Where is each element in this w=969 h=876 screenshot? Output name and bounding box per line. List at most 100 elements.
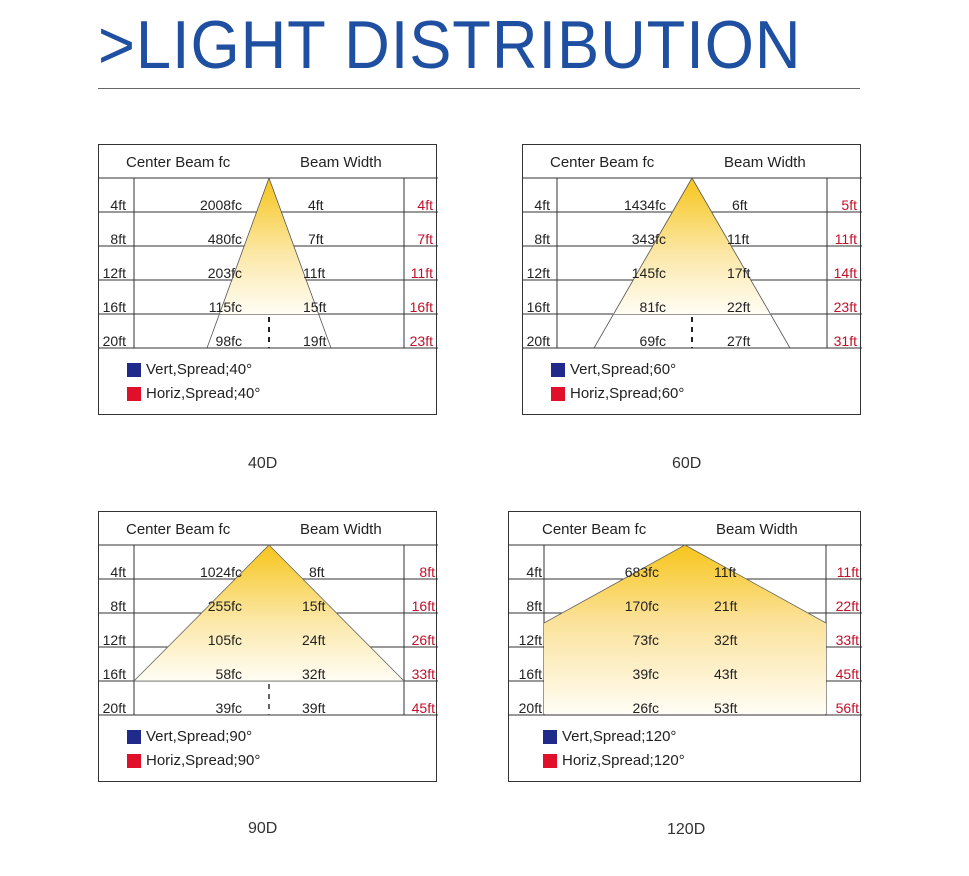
header-beam-width: Beam Width — [716, 521, 798, 538]
center-beam-value: 39fc — [215, 700, 242, 716]
horiz-color-swatch — [551, 386, 565, 401]
title-divider — [98, 88, 860, 89]
chart-caption-60d: 60D — [672, 455, 702, 472]
distance-label: 4ft — [534, 197, 550, 213]
horiz-width-value: 7ft — [417, 231, 433, 247]
legend-horiz-label: Horiz,Spread;40° — [146, 385, 261, 402]
beam-width-value: 11ft — [727, 231, 750, 247]
center-beam-value: 255fc — [207, 598, 242, 614]
distance-label: 8ft — [110, 598, 126, 614]
beam-cone-diagram — [99, 544, 438, 716]
distance-label: 20ft — [102, 700, 126, 716]
beam-width-value: 11ft — [303, 265, 326, 281]
header-center-beam: Center Beam fc — [126, 521, 231, 538]
vert-color-swatch — [543, 729, 557, 744]
beam-width-value: 21ft — [714, 598, 738, 614]
center-beam-value: 480fc — [207, 231, 242, 247]
legend-vert-label: Vert,Spread;90° — [146, 728, 253, 745]
horiz-color-swatch — [127, 753, 141, 768]
distribution-chart-40d: Center Beam fc Beam Width 4ft 2008fc 4ft… — [98, 144, 438, 415]
beam-width-value: 43ft — [714, 666, 738, 682]
beam-width-value: 4ft — [308, 197, 324, 213]
legend-horiz: Horiz,Spread;60° — [551, 385, 684, 402]
beam-width-value: 11ft — [714, 564, 737, 580]
horiz-width-value: 26ft — [411, 632, 435, 648]
chart-caption-90d: 90D — [248, 820, 278, 837]
horiz-width-value: 11ft — [834, 231, 857, 247]
distribution-chart-60d: Center Beam fc Beam Width 4ft 1434fc 6ft… — [522, 144, 862, 415]
horiz-width-value: 22ft — [835, 598, 859, 614]
center-beam-value: 69fc — [639, 333, 666, 349]
distribution-chart-90d: Center Beam fc Beam Width 4ft 1024fc 8ft… — [98, 511, 438, 782]
horiz-width-value: 33ft — [411, 666, 435, 682]
center-beam-value: 73fc — [632, 632, 659, 648]
horiz-width-value: 23ft — [409, 333, 433, 349]
beam-width-value: 53ft — [714, 700, 738, 716]
horiz-color-swatch — [127, 386, 141, 401]
beam-width-value: 6ft — [732, 197, 748, 213]
beam-width-value: 15ft — [302, 598, 326, 614]
distance-label: 4ft — [110, 197, 126, 213]
chart-caption-40d: 40D — [248, 455, 278, 472]
beam-width-value: 24ft — [302, 632, 326, 648]
distance-label: 12ft — [518, 632, 542, 648]
distance-label: 16ft — [102, 299, 126, 315]
legend-vert: Vert,Spread;40° — [127, 361, 252, 378]
beam-width-value: 39ft — [302, 700, 326, 716]
center-beam-value: 170fc — [624, 598, 659, 614]
beam-cone-diagram — [523, 177, 862, 349]
beam-width-value: 32ft — [302, 666, 326, 682]
page-title: >LIGHT DISTRIBUTION — [98, 7, 802, 83]
center-beam-value: 1434fc — [623, 197, 666, 213]
header-beam-width: Beam Width — [724, 154, 806, 171]
beam-cone-diagram — [99, 177, 438, 349]
distance-label: 8ft — [534, 231, 550, 247]
header-beam-width: Beam Width — [300, 154, 382, 171]
distance-label: 12ft — [102, 632, 126, 648]
legend-horiz-label: Horiz,Spread;90° — [146, 752, 261, 769]
horiz-width-value: 11ft — [410, 265, 433, 281]
legend-vert: Vert,Spread;90° — [127, 728, 252, 745]
distance-label: 8ft — [526, 598, 542, 614]
header-center-beam: Center Beam fc — [550, 154, 655, 171]
horiz-color-swatch — [543, 753, 557, 768]
legend-vert: Vert,Spread;60° — [551, 361, 676, 378]
center-beam-value: 115fc — [208, 299, 242, 315]
center-beam-value: 145fc — [631, 265, 666, 281]
legend-horiz-label: Horiz,Spread;120° — [562, 752, 685, 769]
distance-label: 8ft — [110, 231, 126, 247]
horiz-width-value: 33ft — [835, 632, 859, 648]
center-beam-value: 26fc — [632, 700, 659, 716]
legend-vert-label: Vert,Spread;120° — [562, 728, 677, 745]
header-beam-width: Beam Width — [300, 521, 382, 538]
beam-width-value: 22ft — [727, 299, 751, 315]
beam-width-value: 17ft — [727, 265, 751, 281]
center-beam-value: 683fc — [624, 564, 659, 580]
beam-width-value: 32ft — [714, 632, 738, 648]
distance-label: 20ft — [102, 333, 126, 349]
center-beam-value: 1024fc — [199, 564, 242, 580]
center-beam-value: 58fc — [215, 666, 242, 682]
legend-vert-label: Vert,Spread;40° — [146, 361, 253, 378]
horiz-width-value: 31ft — [833, 333, 857, 349]
horiz-width-value: 45ft — [411, 700, 435, 716]
header-center-beam: Center Beam fc — [126, 154, 231, 171]
distribution-chart-120d: Center Beam fc Beam Width 4ft 683fc 11ft… — [508, 511, 862, 782]
legend-vert-label: Vert,Spread;60° — [570, 361, 677, 378]
horiz-width-value: 23ft — [833, 299, 857, 315]
chart-caption-120d: 120D — [667, 821, 706, 838]
center-beam-value: 203fc — [207, 265, 242, 281]
legend-horiz: Horiz,Spread;40° — [127, 385, 260, 402]
distance-label: 12ft — [526, 265, 550, 281]
distance-label: 16ft — [526, 299, 550, 315]
vert-color-swatch — [551, 362, 565, 377]
distance-label: 20ft — [518, 700, 542, 716]
horiz-width-value: 16ft — [409, 299, 433, 315]
legend-horiz-label: Horiz,Spread;60° — [570, 385, 685, 402]
center-beam-value: 98fc — [215, 333, 242, 349]
distance-label: 16ft — [102, 666, 126, 682]
legend-horiz: Horiz,Spread;90° — [127, 752, 260, 769]
beam-width-value: 15ft — [303, 299, 327, 315]
beam-cone-diagram — [509, 544, 862, 716]
distance-label: 4ft — [110, 564, 126, 580]
